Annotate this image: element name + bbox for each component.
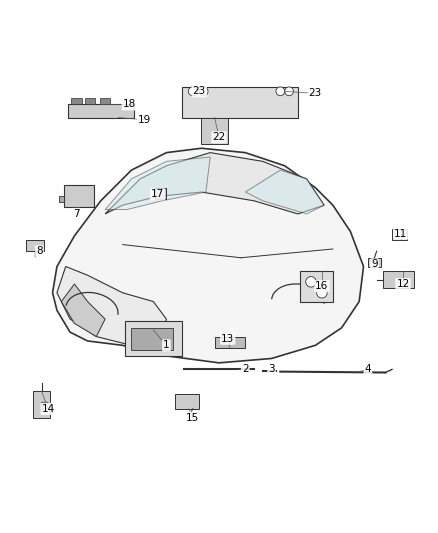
Polygon shape	[33, 391, 50, 418]
Polygon shape	[245, 170, 324, 214]
Polygon shape	[53, 148, 364, 363]
Polygon shape	[125, 321, 182, 356]
Circle shape	[285, 87, 293, 96]
Text: 3: 3	[268, 365, 275, 374]
Text: 9: 9	[371, 260, 378, 269]
Polygon shape	[368, 258, 381, 266]
Polygon shape	[383, 271, 414, 288]
Circle shape	[317, 287, 327, 298]
Bar	[100, 98, 110, 104]
Polygon shape	[175, 393, 199, 409]
Text: 1: 1	[163, 341, 170, 350]
Circle shape	[306, 277, 316, 287]
Text: 23: 23	[193, 86, 206, 96]
Text: 12: 12	[396, 279, 410, 289]
Text: 8: 8	[36, 246, 43, 256]
Polygon shape	[201, 118, 228, 144]
Text: 18: 18	[123, 100, 136, 109]
Text: 17: 17	[151, 189, 164, 199]
Polygon shape	[57, 266, 166, 350]
Text: 23: 23	[309, 88, 322, 99]
Bar	[85, 98, 95, 104]
Polygon shape	[42, 402, 53, 413]
Circle shape	[199, 87, 208, 96]
Text: 15: 15	[186, 413, 199, 423]
Polygon shape	[131, 328, 173, 350]
Text: 4: 4	[364, 365, 371, 374]
Text: 16: 16	[315, 281, 328, 291]
Polygon shape	[182, 87, 298, 118]
Polygon shape	[59, 197, 64, 201]
Polygon shape	[26, 240, 44, 251]
Circle shape	[276, 87, 285, 96]
Text: 11: 11	[394, 229, 407, 239]
Polygon shape	[155, 188, 166, 199]
Circle shape	[188, 87, 197, 96]
Text: 22: 22	[212, 132, 226, 142]
Text: 2: 2	[242, 365, 249, 374]
Polygon shape	[64, 185, 94, 207]
Text: 19: 19	[138, 115, 151, 125]
Polygon shape	[300, 271, 333, 302]
Polygon shape	[392, 229, 407, 240]
Text: 14: 14	[42, 404, 55, 414]
Polygon shape	[105, 157, 210, 209]
Polygon shape	[215, 336, 245, 348]
Text: 7: 7	[73, 209, 80, 219]
Bar	[71, 98, 82, 104]
Polygon shape	[61, 284, 105, 336]
Polygon shape	[105, 152, 324, 214]
Polygon shape	[68, 104, 134, 118]
Text: 13: 13	[221, 334, 234, 344]
